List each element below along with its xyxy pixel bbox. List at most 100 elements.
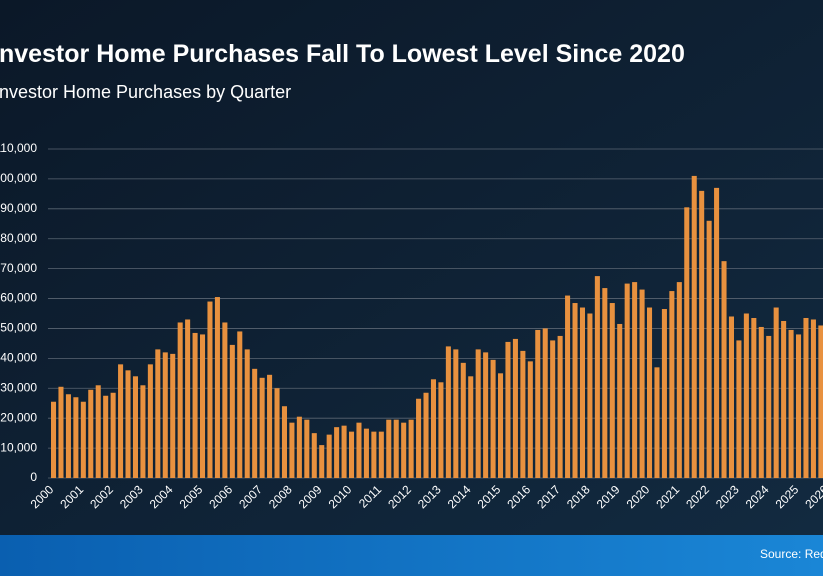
- bar: [58, 386, 64, 478]
- bar: [349, 431, 355, 478]
- bar: [803, 317, 809, 478]
- bar: [386, 419, 392, 478]
- bar: [65, 394, 71, 478]
- bar: [647, 307, 653, 478]
- bar: [214, 297, 220, 478]
- y-tick-label: 30,000: [0, 380, 37, 394]
- bar: [602, 288, 608, 478]
- bar: [408, 419, 414, 478]
- bar: [460, 362, 466, 478]
- bar: [520, 350, 526, 478]
- bar: [401, 422, 407, 478]
- bar: [319, 445, 325, 478]
- bar: [73, 397, 79, 478]
- bar: [594, 276, 600, 478]
- bar: [445, 346, 451, 478]
- bar: [281, 406, 287, 478]
- bar: [796, 334, 802, 478]
- bar: [781, 320, 787, 478]
- bar: [676, 282, 682, 478]
- bar: [125, 370, 131, 478]
- bar: [654, 367, 660, 478]
- bar: [691, 175, 697, 478]
- footer-band: [0, 535, 823, 576]
- bar: [736, 340, 742, 478]
- bar: [527, 361, 533, 478]
- bar: [103, 395, 109, 478]
- source-note: Source: Redfin: [760, 547, 823, 561]
- bar: [311, 433, 317, 478]
- bar: [766, 335, 772, 478]
- bar: [714, 187, 720, 478]
- bar: [267, 374, 273, 478]
- bar: [483, 352, 489, 478]
- bar: [810, 319, 816, 478]
- bar: [147, 364, 153, 478]
- chart-subtitle: Investor Home Purchases by Quarter: [0, 82, 291, 102]
- bar: [624, 283, 630, 478]
- bar: [378, 431, 384, 478]
- bar: [743, 313, 749, 478]
- bar: [304, 419, 310, 478]
- bar: [326, 434, 332, 478]
- bar: [371, 431, 377, 478]
- bar: [505, 341, 511, 478]
- bar: [118, 364, 124, 478]
- bar: [244, 349, 250, 478]
- y-tick-label: 90,000: [0, 201, 37, 215]
- bar: [155, 349, 161, 478]
- bar: [274, 388, 280, 478]
- bar: [728, 316, 734, 478]
- bar: [177, 322, 183, 478]
- y-tick-label: 80,000: [0, 231, 37, 245]
- bar: [557, 335, 563, 478]
- bar: [363, 428, 369, 478]
- y-tick-label: 10,000: [0, 440, 37, 454]
- bar: [617, 323, 623, 478]
- bar: [751, 317, 757, 478]
- bar: [721, 261, 727, 478]
- bar: [572, 303, 578, 478]
- bar: [229, 344, 235, 478]
- bar: [170, 353, 176, 478]
- bar: [512, 338, 518, 478]
- bar: [80, 401, 86, 478]
- bar: [706, 220, 712, 479]
- bar: [207, 301, 213, 478]
- bar: [758, 326, 764, 478]
- bar: [475, 349, 481, 478]
- y-tick-label: 70,000: [0, 261, 37, 275]
- bar: [95, 385, 101, 478]
- bar: [565, 295, 571, 478]
- bar: [110, 392, 116, 478]
- bar: [132, 376, 138, 478]
- bar: [788, 329, 794, 478]
- y-tick-label: 20,000: [0, 410, 37, 424]
- bar: [289, 422, 295, 478]
- bar: [587, 313, 593, 478]
- bar: [185, 319, 191, 478]
- bar: [579, 307, 585, 478]
- y-tick-label: 40,000: [0, 351, 37, 365]
- y-tick-label: 50,000: [0, 321, 37, 335]
- y-tick-label: 0: [30, 470, 37, 484]
- bar: [773, 307, 779, 478]
- bar: [453, 349, 459, 478]
- bar: [237, 331, 243, 478]
- bar: [430, 379, 436, 478]
- bar: [88, 389, 94, 478]
- bar: [140, 385, 146, 478]
- y-tick-label: 100,000: [0, 171, 37, 185]
- bar: [252, 368, 258, 478]
- bar: [661, 309, 667, 478]
- bar: [222, 322, 228, 478]
- bar: [416, 398, 422, 478]
- bar: [550, 340, 556, 478]
- y-tick-label: 60,000: [0, 291, 37, 305]
- bar: [192, 332, 198, 478]
- bar: [296, 416, 302, 478]
- bar: [498, 373, 504, 478]
- bar: [468, 376, 474, 478]
- bar: [51, 401, 57, 478]
- bar: [669, 291, 675, 478]
